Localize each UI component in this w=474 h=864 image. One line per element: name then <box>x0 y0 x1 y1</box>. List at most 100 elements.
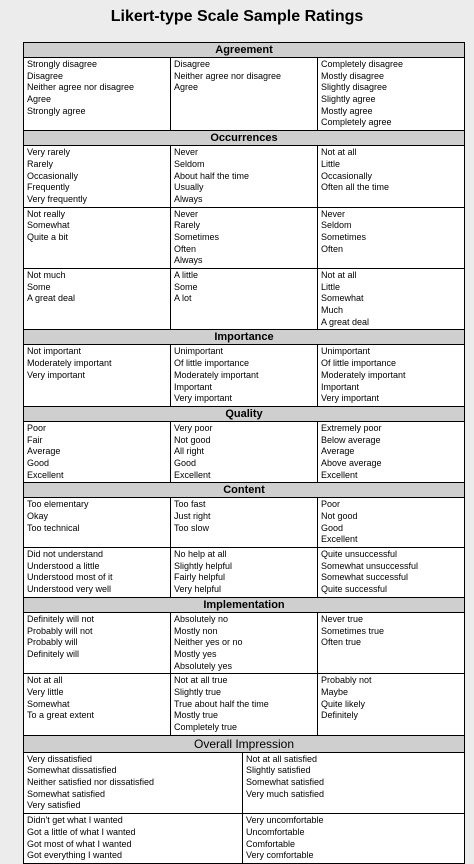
scale-item: Slightly satisfied <box>246 765 311 776</box>
scale-item: Rarely <box>27 158 54 169</box>
scale-item: Neither agree nor disagree <box>174 70 282 81</box>
scale-item: Definitely will not <box>27 613 95 624</box>
scale-item: Comfortable <box>246 838 296 849</box>
section-header-quality: Quality <box>24 405 464 421</box>
scale-item: Understood a little <box>27 560 100 571</box>
scale-item: Moderately important <box>27 358 112 369</box>
scale-cell: Unimportant Of little importance Moderatel… <box>170 345 317 406</box>
scale-item: Very important <box>174 393 233 404</box>
section-header-agreement: Agreement <box>24 43 464 57</box>
scale-cell: No help at all Slightly helpful Fairly hel… <box>170 548 317 597</box>
scale-item: Never <box>174 147 199 158</box>
scale-item: To a great extent <box>27 710 95 721</box>
section-header-importance: Importance <box>24 329 464 345</box>
scale-cell: Absolutely no Mostly non Neither yes or no… <box>170 612 317 674</box>
scale-item: Mostly agree <box>321 105 373 116</box>
scale-item: Somewhat satisfied <box>246 777 325 788</box>
scale-item: Below average <box>321 434 381 445</box>
scale-item: Often all the time <box>321 182 390 193</box>
section-header-occurrences: Occurrences <box>24 130 464 146</box>
scale-item: Completely agree <box>321 117 392 128</box>
scale-cell: Unimportant Of little importance Moderatel… <box>317 345 464 406</box>
scale-item: Moderately important <box>174 369 259 380</box>
scale-item: Very frequently <box>27 193 88 204</box>
scale-cell: A little Some A lot <box>170 269 317 330</box>
scale-item: A little <box>174 270 199 280</box>
scale-item: Not good <box>321 511 358 521</box>
scale-cell: Very poor Not good All right Good Excellent <box>170 421 317 483</box>
scale-item: Fair <box>27 434 43 445</box>
section-header-implementation: Implementation <box>24 596 464 612</box>
scale-item: Neither agree nor disagree <box>27 82 135 93</box>
scale-row: Too elementary Okay Too technical Too fast J… <box>24 497 464 548</box>
scale-item: Understood very well <box>27 584 112 595</box>
scale-item: Absolutely yes <box>174 660 233 671</box>
scale-item: Got most of what I wanted <box>27 838 132 849</box>
scale-item: Sometimes <box>174 231 220 242</box>
scale-item: Average <box>321 446 355 457</box>
scale-item: Strongly agree <box>27 105 86 116</box>
scale-item: Neither satisfied nor dissatisfied <box>27 777 155 788</box>
scale-cell: Poor Not good Good Excellent <box>317 498 464 548</box>
scale-item: Very little <box>27 686 64 697</box>
scale-item: Disagree <box>27 70 64 81</box>
scale-cell: Not at all Little Somewhat Much A great deal <box>317 269 464 330</box>
scale-item: Not at all true <box>174 675 228 686</box>
scale-item: Slightly true <box>174 686 222 697</box>
scale-item: Extremely poor <box>321 422 382 433</box>
scale-item: Mostly disagree <box>321 70 385 81</box>
scale-cell: Not at all Very little Somewhat To a great … <box>24 674 170 734</box>
scale-item: Very helpful <box>174 584 222 595</box>
scale-row: Very dissatisfied Somewhat dissatisfied Ne… <box>24 751 464 814</box>
scale-cell: Did not understand Understood a little Und… <box>24 548 170 597</box>
scale-item: Too technical <box>27 522 80 533</box>
scale-item: Too slow <box>174 522 210 533</box>
scale-item: Some <box>174 281 198 292</box>
scale-item: Good <box>27 457 50 468</box>
scale-item: Never true <box>321 613 364 624</box>
scale-item: Okay <box>27 511 49 521</box>
scale-item: Important <box>321 381 360 392</box>
scale-item: Slightly helpful <box>174 560 233 571</box>
scale-item: Of little importance <box>174 358 250 369</box>
scale-cell: Not at all satisfied Slightly satisfied So… <box>242 752 464 814</box>
scale-item: Excellent <box>321 469 358 480</box>
scale-item: Somewhat successful <box>321 572 409 583</box>
scale-cell: Never Seldom About half the time Usually Alw… <box>170 146 317 207</box>
scale-item: Somewhat dissatisfied <box>27 765 117 776</box>
scale-item: Quite likely <box>321 698 366 709</box>
scale-cell: Quite unsuccessful Somewhat unsuccessful S… <box>317 548 464 597</box>
scale-row: Not much Some A great deal A little Some A lo… <box>24 268 464 330</box>
scale-item: Unimportant <box>174 346 224 357</box>
scale-item: Mostly yes <box>174 648 217 659</box>
scale-cell: Too fast Just right Too slow <box>170 498 317 548</box>
scale-item: Usually <box>174 182 204 193</box>
scale-item: Little <box>321 158 341 169</box>
scale-item: Agree <box>27 94 52 105</box>
scale-item: Seldom <box>174 158 205 169</box>
scale-item: Absolutely no <box>174 613 229 624</box>
scale-item: Important <box>174 381 213 392</box>
scale-item: Quite a bit <box>27 231 69 242</box>
ratings-table: Agreement Strongly disagree Disagree Neithe… <box>23 42 465 864</box>
scale-item: Rarely <box>174 220 201 231</box>
scale-item: Seldom <box>321 220 352 231</box>
scale-item: A great deal <box>27 293 76 304</box>
scale-item: Not at all <box>27 675 63 686</box>
scale-cell: Not at all Little Occasionally Often all th… <box>317 146 464 207</box>
scale-item: Some <box>27 281 51 292</box>
scale-cell: Never Rarely Sometimes Often Always <box>170 207 317 268</box>
scale-item: Occasionally <box>321 170 373 181</box>
scale-item: Unimportant <box>321 346 371 357</box>
scale-item: Slightly agree <box>321 94 376 105</box>
scale-item: Excellent <box>321 534 358 545</box>
scale-item: Often <box>174 243 197 254</box>
scale-row: Didn't get what I wanted Got a little of … <box>24 813 464 863</box>
scale-item: Somewhat satisfied <box>27 788 106 799</box>
scale-row: Very rarely Rarely Occasionally Frequently V… <box>24 145 464 207</box>
scale-item: Somewhat <box>27 220 70 231</box>
section-header-content: Content <box>24 482 464 498</box>
scale-item: Very uncomfortable <box>246 815 324 826</box>
scale-item: Little <box>321 281 341 292</box>
scale-item: Probably not <box>321 675 372 686</box>
